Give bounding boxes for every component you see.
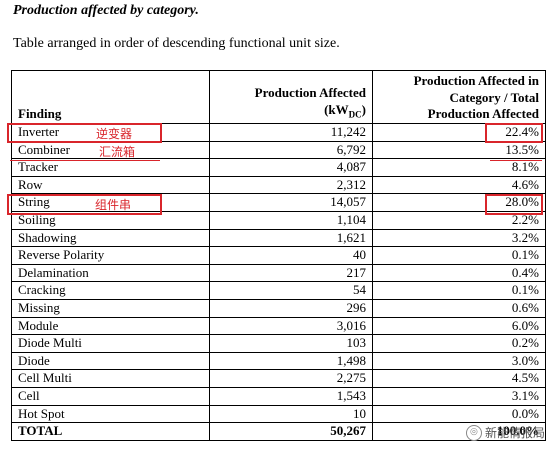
production-cell: 11,242	[209, 123, 373, 142]
finding-cell: Cell Multi	[11, 369, 210, 388]
finding-cell: Module	[11, 316, 210, 336]
finding-cell: Missing	[11, 298, 210, 318]
share-cell: 0.1%	[372, 281, 546, 300]
production-cell: 40	[209, 246, 373, 265]
share-cell: 0.1%	[372, 246, 546, 265]
production-cell: 3,016	[209, 316, 373, 336]
production-cell: 103	[209, 334, 373, 353]
inverter-annotation: 逆变器	[96, 127, 133, 141]
finding-cell: Tracker	[11, 158, 210, 177]
table-row: Delamination 217 0.4%	[11, 263, 546, 283]
string-share-highlight-box	[485, 194, 543, 215]
total-share: 100.0%	[372, 422, 546, 441]
header-finding: Finding	[11, 70, 210, 124]
combiner-share-underline	[490, 160, 542, 161]
table-row: Missing 296 0.6%	[11, 298, 546, 318]
string-annotation: 组件串	[95, 198, 132, 212]
total-production: 50,267	[209, 422, 373, 441]
production-cell: 296	[209, 298, 373, 318]
table-row: Reverse Polarity 40 0.1%	[11, 246, 546, 265]
finding-cell: Cracking	[11, 281, 210, 300]
table-header-row: Finding Production Affected (kWDC) Produc…	[11, 70, 546, 124]
share-cell: 3.1%	[372, 386, 546, 406]
production-cell: 4,087	[209, 158, 373, 177]
finding-cell: Diode	[11, 351, 210, 371]
table-row: Diode Multi 103 0.2%	[11, 334, 546, 353]
table-row: Shadowing 1,621 3.2%	[11, 228, 546, 248]
share-cell: 0.0%	[372, 404, 546, 424]
finding-cell: Shadowing	[11, 228, 210, 248]
inverter-highlight-box	[7, 123, 162, 143]
share-cell: 0.4%	[372, 263, 546, 283]
share-cell: 4.6%	[372, 175, 546, 195]
share-cell: 4.5%	[372, 369, 546, 388]
header-share: Production Affected in Category / Total Pr…	[372, 70, 546, 124]
table-row: Soiling 1,104 2.2%	[11, 210, 546, 230]
table-row: Diode 1,498 3.0%	[11, 351, 546, 371]
table-row: Cracking 54 0.1%	[11, 281, 546, 300]
production-table: Finding Production Affected (kWDC) Produc…	[11, 70, 546, 441]
page-title: Production affected by category.	[13, 3, 199, 18]
combiner-annotation: 汇流箱	[99, 145, 136, 159]
watermark: ◎ 新能情报局	[465, 424, 545, 441]
share-cell: 13.5%	[372, 140, 546, 160]
finding-cell: Diode Multi	[11, 334, 210, 353]
production-cell: 217	[209, 263, 373, 283]
production-cell: 1,621	[209, 228, 373, 248]
share-cell: 22.4%	[372, 123, 546, 142]
total-label: TOTAL	[11, 422, 210, 441]
total-row: TOTAL 50,267 100.0%	[11, 422, 546, 441]
table-row: Hot Spot 10 0.0%	[11, 404, 546, 424]
production-cell: 14,057	[209, 193, 373, 212]
table-row: Cell 1,543 3.1%	[11, 386, 546, 406]
table-row: Row 2,312 4.6%	[11, 175, 546, 195]
watermark-text: 新能情报局	[484, 426, 545, 440]
production-cell: 2,312	[209, 175, 373, 195]
share-cell: 8.1%	[372, 158, 546, 177]
table-row: Tracker 4,087 8.1%	[11, 158, 546, 177]
production-cell: 54	[209, 281, 373, 300]
page-subtitle: Table arranged in order of descending fu…	[13, 36, 340, 51]
finding-cell: Cell	[11, 386, 210, 406]
finding-cell: Delamination	[11, 263, 210, 283]
table-row: Cell Multi 2,275 4.5%	[11, 369, 546, 388]
production-cell: 2,275	[209, 369, 373, 388]
table-row: Module 3,016 6.0%	[11, 316, 546, 336]
share-cell: 0.2%	[372, 334, 546, 353]
wechat-icon: ◎	[465, 424, 482, 441]
finding-cell: Reverse Polarity	[11, 246, 210, 265]
share-cell: 3.0%	[372, 351, 546, 371]
header-production: Production Affected (kWDC)	[209, 70, 373, 124]
production-cell: 6,792	[209, 140, 373, 160]
share-cell: 0.6%	[372, 298, 546, 318]
table-body: Inverter 11,242 22.4% Combiner 6,792 13.5% Tra…	[11, 123, 546, 441]
share-cell: 3.2%	[372, 228, 546, 248]
production-cell: 1,498	[209, 351, 373, 371]
share-cell: 6.0%	[372, 316, 546, 336]
string-highlight-box	[7, 194, 162, 215]
production-cell: 10	[209, 404, 373, 424]
combiner-underline	[10, 160, 160, 161]
production-cell: 1,543	[209, 386, 373, 406]
inverter-share-highlight-box	[485, 123, 543, 143]
production-cell: 1,104	[209, 210, 373, 230]
table-row: Combiner 6,792 13.5%	[11, 140, 546, 160]
finding-cell: Row	[11, 175, 210, 195]
finding-cell: Hot Spot	[11, 404, 210, 424]
